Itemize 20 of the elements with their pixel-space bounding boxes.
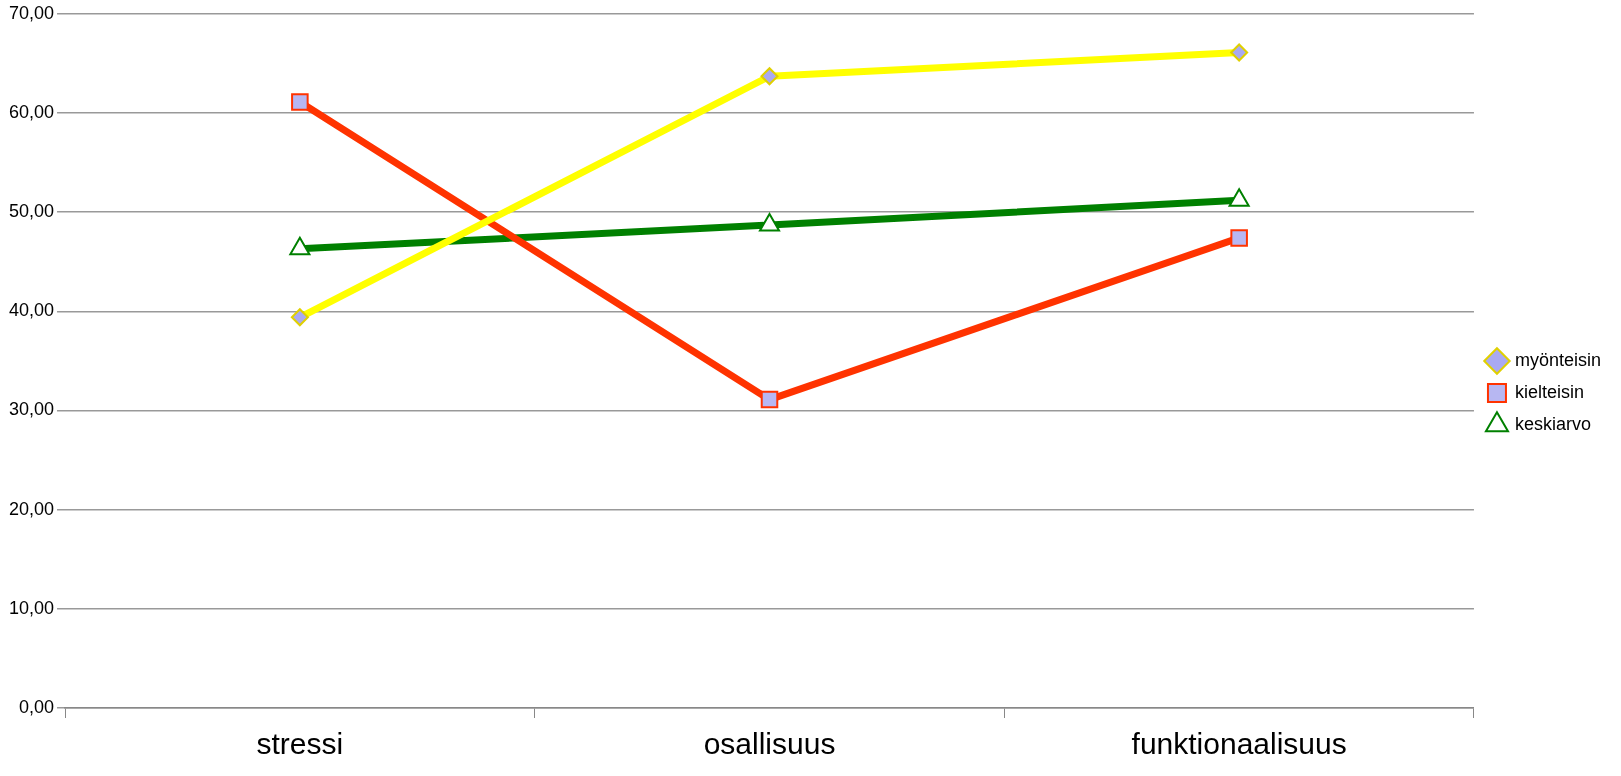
point <box>1230 43 1249 62</box>
legend-label: myönteisin <box>1514 349 1602 370</box>
y-tick-label: 10,00 <box>9 597 55 618</box>
y-tick-label: 70,00 <box>9 2 55 23</box>
x-tick-label: osallisuus <box>703 727 836 761</box>
y-tick-label: 40,00 <box>9 300 55 321</box>
point <box>291 93 309 111</box>
point <box>290 308 309 327</box>
y-tick-label: 50,00 <box>9 201 55 222</box>
y-tick-label: 30,00 <box>9 399 55 420</box>
y-tick-label: 0,00 <box>19 696 55 717</box>
point <box>1230 229 1248 247</box>
x-tick-label: stressi <box>256 727 344 761</box>
y-tick-label: 20,00 <box>9 498 55 519</box>
legend-label: keskiarvo <box>1514 413 1591 434</box>
point <box>760 390 779 409</box>
y-tick-label: 60,00 <box>9 101 55 122</box>
x-tick-label: funktionaalisuus <box>1131 727 1347 761</box>
point <box>760 67 779 86</box>
legend-label: kielteisin <box>1514 381 1584 402</box>
